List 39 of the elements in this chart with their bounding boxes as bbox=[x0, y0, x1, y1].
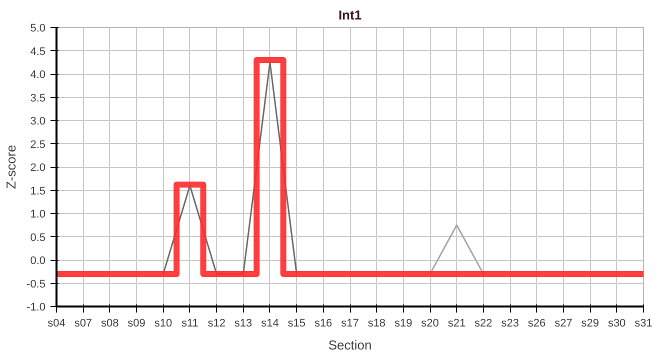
x-tick-label: s16 bbox=[314, 318, 332, 330]
y-tick-label: 1.0 bbox=[30, 208, 46, 220]
y-tick-label: 5.0 bbox=[30, 22, 46, 34]
y-axis-title: Z-score bbox=[4, 144, 19, 190]
x-tick-label: s23 bbox=[501, 318, 519, 330]
x-tick-label: s14 bbox=[261, 318, 279, 330]
x-tick-label: s11 bbox=[181, 318, 198, 330]
x-tick-label: s29 bbox=[581, 318, 600, 330]
x-tick-label: s04 bbox=[48, 318, 66, 330]
x-tick-label: s30 bbox=[608, 318, 626, 330]
y-tick-label: 2.0 bbox=[30, 162, 46, 174]
x-tick-label: s07 bbox=[74, 318, 92, 330]
x-tick-label: s20 bbox=[421, 318, 439, 330]
y-tick-label: 3.5 bbox=[30, 92, 46, 104]
y-tick-label: 3.0 bbox=[30, 116, 46, 128]
x-tick-label: s26 bbox=[528, 318, 546, 330]
x-tick-label: s12 bbox=[208, 318, 226, 330]
y-tick-label: 0.0 bbox=[30, 255, 46, 267]
x-axis-title: Section bbox=[328, 338, 372, 352]
y-tick-label: 4.5 bbox=[30, 46, 46, 58]
x-tick-label: s17 bbox=[341, 318, 359, 330]
x-tick-label: s21 bbox=[448, 318, 466, 330]
x-tick-label: s18 bbox=[368, 318, 386, 330]
x-tick-label: s10 bbox=[154, 318, 172, 330]
y-tick-label: 2.5 bbox=[30, 138, 46, 151]
chart-title: Int1 bbox=[338, 8, 362, 22]
x-tick-label: s22 bbox=[474, 318, 492, 330]
y-tick-label: 0.5 bbox=[30, 232, 46, 244]
x-tick-label: s27 bbox=[554, 318, 572, 330]
x-tick-label: s13 bbox=[234, 318, 252, 330]
y-tick-label: -1.0 bbox=[26, 302, 46, 314]
y-tick-label: -0.5 bbox=[26, 278, 46, 290]
x-tick-label: s08 bbox=[100, 318, 119, 330]
x-tick-label: s31 bbox=[634, 318, 652, 330]
y-tick-label: 1.5 bbox=[30, 185, 46, 198]
x-tick-label: s15 bbox=[288, 318, 306, 330]
y-tick-label: 4.0 bbox=[30, 69, 46, 81]
x-tick-label: s09 bbox=[128, 318, 146, 330]
x-tick-label: s19 bbox=[394, 318, 412, 330]
